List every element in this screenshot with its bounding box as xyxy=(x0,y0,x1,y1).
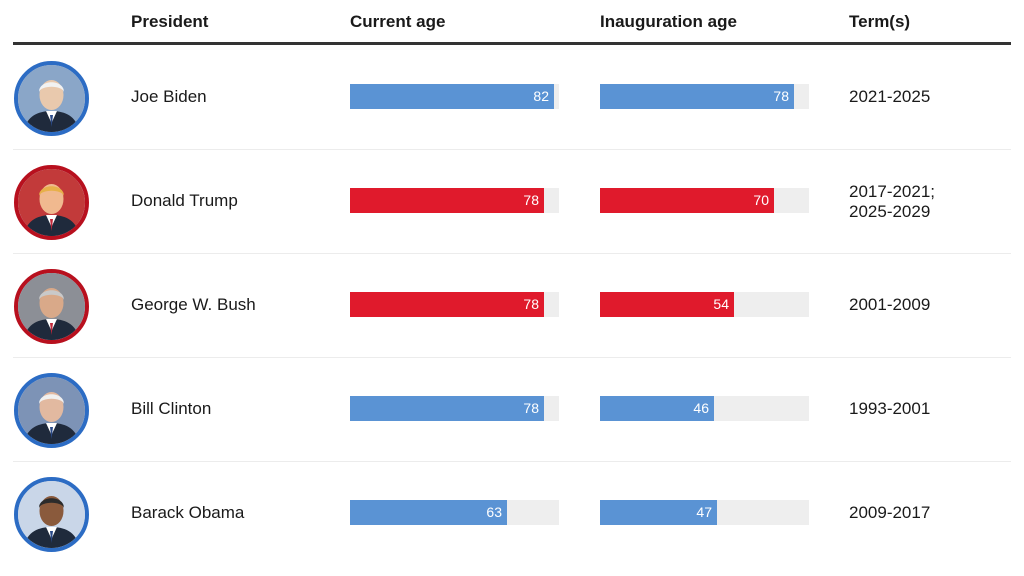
table-row: Bill Clinton 78 46 1993-2001 xyxy=(13,358,1011,462)
table-row: Barack Obama 63 47 2009-2017 xyxy=(13,462,1011,566)
president-name: George W. Bush xyxy=(131,295,256,314)
current-age-bar-track: 78 xyxy=(350,396,559,421)
current-age-value-label: 78 xyxy=(523,296,539,312)
current-age-bar-track: 78 xyxy=(350,188,559,213)
term-years: 2009-2017 xyxy=(849,503,931,522)
current-age-bar xyxy=(350,292,544,317)
inauguration-age-bar-track: 47 xyxy=(600,500,809,525)
current-age-value-label: 78 xyxy=(523,192,539,208)
inauguration-age-value-label: 70 xyxy=(753,192,769,208)
inauguration-age-value-label: 78 xyxy=(773,88,789,104)
term-years: 2001-2009 xyxy=(849,295,931,314)
president-name: Donald Trump xyxy=(131,191,238,210)
bush-portrait-icon xyxy=(14,269,89,344)
president-name: Joe Biden xyxy=(131,87,207,106)
header-terms: Term(s) xyxy=(849,12,911,31)
inauguration-age-bar xyxy=(600,396,714,421)
current-age-bar xyxy=(350,396,544,421)
current-age-bar-track: 78 xyxy=(350,292,559,317)
table-header: President Current age Inauguration age T… xyxy=(13,0,1011,45)
header-president: President xyxy=(131,12,209,31)
table-row: Joe Biden 82 78 2021-2025 xyxy=(13,46,1011,150)
biden-portrait-icon xyxy=(14,61,89,136)
inauguration-age-bar-track: 46 xyxy=(600,396,809,421)
current-age-value-label: 82 xyxy=(533,88,549,104)
inauguration-age-bar xyxy=(600,188,774,213)
inauguration-age-bar-track: 54 xyxy=(600,292,809,317)
inauguration-age-bar xyxy=(600,292,734,317)
table-row: George W. Bush 78 54 2001-2009 xyxy=(13,254,1011,358)
inauguration-age-bar xyxy=(600,500,717,525)
current-age-bar xyxy=(350,500,507,525)
current-age-bar-track: 82 xyxy=(350,84,559,109)
current-age-bar-track: 63 xyxy=(350,500,559,525)
president-name: Bill Clinton xyxy=(131,399,212,418)
inauguration-age-bar-track: 70 xyxy=(600,188,809,213)
clinton-portrait-icon xyxy=(14,373,89,448)
inauguration-age-value-label: 54 xyxy=(713,296,729,312)
term-years: 2017-2021; 2025-2029 xyxy=(849,182,936,221)
trump-portrait-icon xyxy=(14,165,89,240)
current-age-value-label: 63 xyxy=(486,504,502,520)
inauguration-age-value-label: 47 xyxy=(696,504,712,520)
table-row: Donald Trump 78 70 2017-2021; 2025-2029 xyxy=(13,150,1011,254)
header-inauguration-age: Inauguration age xyxy=(600,12,737,31)
term-years: 1993-2001 xyxy=(849,399,931,418)
current-age-bar xyxy=(350,188,544,213)
current-age-bar xyxy=(350,84,554,109)
inauguration-age-bar-track: 78 xyxy=(600,84,809,109)
obama-portrait-icon xyxy=(14,477,89,552)
president-name: Barack Obama xyxy=(131,503,245,522)
inauguration-age-bar xyxy=(600,84,794,109)
term-years: 2021-2025 xyxy=(849,87,931,106)
president-age-table: President Current age Inauguration age T… xyxy=(13,0,1011,576)
header-current-age: Current age xyxy=(350,12,446,31)
inauguration-age-value-label: 46 xyxy=(693,400,709,416)
current-age-value-label: 78 xyxy=(523,400,539,416)
